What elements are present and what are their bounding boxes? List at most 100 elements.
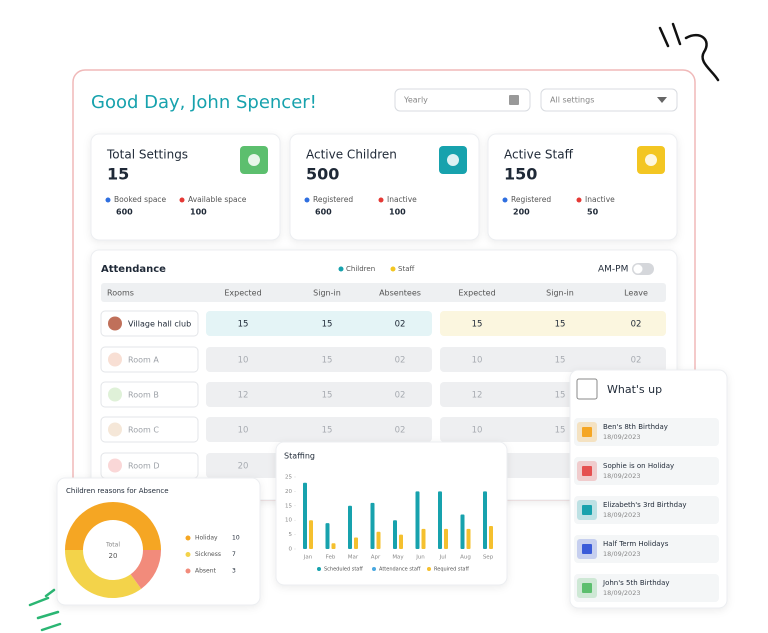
- x-tick-label: Feb: [326, 555, 336, 561]
- bar: [354, 537, 358, 549]
- legend-dot: [179, 197, 185, 203]
- cell-value: 02: [631, 356, 642, 366]
- event-item[interactable]: [574, 418, 719, 446]
- legend-label: Staff: [398, 265, 414, 273]
- legend-dot: [576, 197, 582, 203]
- period-select[interactable]: [394, 88, 531, 112]
- legend-label: Holiday: [195, 535, 218, 542]
- room-avatar: [108, 387, 122, 402]
- cell-group: [206, 417, 432, 442]
- column-header: Leave: [624, 289, 648, 298]
- bar: [393, 520, 397, 549]
- bar: [309, 520, 313, 549]
- table-header: [101, 283, 666, 302]
- legend-dot: [427, 567, 431, 571]
- room-avatar: [108, 352, 122, 367]
- y-tick-label: 25: [285, 475, 292, 481]
- toggle-knob: [633, 264, 643, 274]
- filter-label: All settings: [550, 96, 594, 105]
- bar: [399, 534, 403, 549]
- x-tick-label: Jan: [303, 555, 313, 561]
- event-icon-glyph: [582, 583, 592, 593]
- legend-dot: [304, 197, 310, 203]
- legend-label: Absent: [195, 568, 217, 575]
- stat-item-value: 600: [315, 208, 332, 217]
- legend-dot: [185, 568, 191, 574]
- legend-dot: [105, 197, 111, 203]
- room-name: Village hall club: [128, 320, 191, 329]
- x-tick-label: Jun: [415, 555, 425, 561]
- bar: [466, 528, 471, 549]
- room-chip: [100, 346, 199, 373]
- stat-item-label: Inactive: [585, 195, 615, 204]
- legend-dot: [185, 552, 191, 557]
- donut-slice: [130, 550, 161, 589]
- decoration: [658, 22, 720, 82]
- stat-value: 15: [107, 165, 129, 184]
- event-date: 18/09/2023: [603, 511, 640, 519]
- y-tick-label: 5: [289, 532, 293, 538]
- bar: [483, 491, 487, 549]
- legend-label: Attendance staff: [379, 567, 421, 573]
- event-item[interactable]: [574, 535, 719, 563]
- x-tick-label: Apr: [371, 555, 381, 561]
- bar: [348, 505, 352, 549]
- bar: [415, 491, 420, 549]
- x-tick-label: Aug: [460, 555, 471, 561]
- column-header: Expected: [458, 289, 495, 298]
- event-title: John's 5th Birthday: [602, 579, 670, 587]
- x-tick-label: Jul: [439, 555, 447, 561]
- cell-value: 15: [555, 426, 566, 436]
- event-item[interactable]: [574, 574, 719, 602]
- bar: [376, 531, 381, 549]
- bar: [325, 523, 330, 549]
- filter-select[interactable]: [540, 88, 678, 112]
- room-name: Room C: [128, 426, 159, 435]
- legend-dot: [185, 535, 191, 541]
- legend-label: Scheduled staff: [324, 567, 363, 573]
- column-header: Sign-in: [546, 289, 574, 298]
- stat-item-value: 100: [389, 208, 406, 217]
- stat-item-label: Available space: [188, 195, 247, 204]
- cell-value: 12: [238, 391, 249, 401]
- stat-item-value: 600: [116, 208, 133, 217]
- legend-label: Sickness: [195, 551, 221, 558]
- legend-dot: [378, 197, 384, 203]
- donut-center-value: 20: [109, 552, 118, 560]
- calendar-icon: [509, 95, 519, 105]
- cell-group: [206, 347, 432, 372]
- stat-icon-glyph: [645, 154, 657, 166]
- bar: [444, 528, 448, 549]
- legend-dot: [338, 266, 344, 272]
- cell-group: [440, 347, 666, 372]
- event-title: Elizabeth's 3rd Birthday: [603, 501, 687, 509]
- column-header: Absentees: [379, 289, 421, 298]
- room-name: Room B: [128, 391, 159, 400]
- stat-item-label: Inactive: [387, 195, 417, 204]
- cell-value: 02: [631, 320, 642, 330]
- event-title: Half Term Holidays: [603, 540, 669, 548]
- room-avatar: [108, 316, 122, 331]
- bar: [489, 525, 493, 549]
- room-avatar: [108, 422, 122, 437]
- cell-value: 02: [395, 356, 406, 366]
- legend-dot: [372, 567, 376, 571]
- dropdown-arrow: [657, 97, 667, 103]
- event-item[interactable]: [574, 457, 719, 485]
- stat-item-value: 100: [190, 208, 207, 217]
- x-tick-label: May: [392, 555, 404, 561]
- chart-title: Children reasons for Absence: [66, 487, 169, 495]
- room-chip: [100, 381, 199, 408]
- event-icon-glyph: [582, 466, 592, 476]
- whats-up-title: What's up: [607, 383, 662, 396]
- donut-center-label: Total: [105, 542, 120, 549]
- stat-value: 500: [306, 165, 339, 184]
- event-item[interactable]: [574, 496, 719, 524]
- cell-value: 02: [395, 426, 406, 436]
- room-chip: [100, 416, 199, 443]
- cell-value: 15: [322, 426, 333, 436]
- stat-title: Active Children: [306, 148, 397, 162]
- bar: [421, 528, 426, 549]
- bar: [460, 514, 465, 549]
